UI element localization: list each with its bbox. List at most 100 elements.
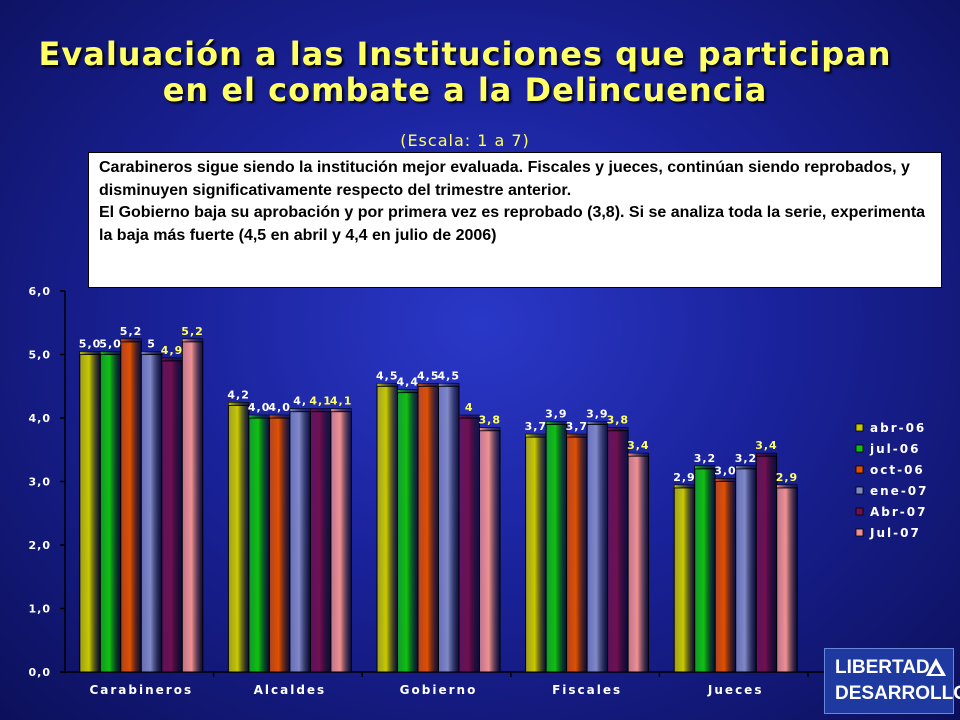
data-label: 3,9 <box>545 407 568 420</box>
bar-ene-07-Carabineros <box>140 354 163 673</box>
x-category-label: Alcaldes <box>254 683 327 697</box>
legend-label: oct-06 <box>870 463 925 477</box>
libertad-desarrollo-logo: LIBERTAD DESARROLLO <box>824 648 960 714</box>
legend-label: ene-07 <box>870 484 929 498</box>
data-label: 4 <box>465 401 474 414</box>
commentary-box: Carabineros sigue siendo la institución … <box>88 152 942 288</box>
bar-Abr-07-Carabineros <box>161 360 183 673</box>
bar-cap <box>330 408 352 412</box>
legend-swatch <box>855 423 864 432</box>
chart-data-labels: 5,05,05,25 4,95,24,24,04,0 4, 4,14,14,54,44… <box>79 325 799 484</box>
bar-Abr-07-Jueces <box>755 455 778 673</box>
data-label: 5 <box>147 338 156 351</box>
commentary-paragraph-2: El Gobierno baja su aprobación y por pri… <box>99 204 926 244</box>
data-label: 3,9 <box>586 407 609 420</box>
bar-Jul-07-Carabineros <box>181 341 204 673</box>
bar-cap <box>525 433 547 438</box>
bar-cap <box>289 408 311 412</box>
y-tick-label: 4,0 <box>29 412 52 425</box>
data-label: 3,2 <box>694 452 717 465</box>
data-label: 4,5 <box>376 369 399 382</box>
title-line-2: en el combate a la Delincuencia <box>162 71 768 109</box>
data-label: 4,1 <box>309 395 332 408</box>
bar-abr-06-Gobierno <box>376 385 398 673</box>
bar-cap <box>673 484 696 489</box>
data-label: 3,8 <box>479 414 502 427</box>
data-label: 3,8 <box>607 414 630 427</box>
legend-label: abr-06 <box>870 421 926 435</box>
bar-cap <box>755 452 778 457</box>
y-tick-label: 0,0 <box>29 666 52 679</box>
bar-Jul-07-Jueces <box>776 487 798 673</box>
logo-triangle-icon <box>926 658 946 676</box>
bar-jul-06-Carabineros <box>99 354 122 673</box>
x-category-label: Gobierno <box>400 683 478 697</box>
data-label: 5,0 <box>79 338 102 351</box>
bar-jul-06-Jueces <box>694 468 716 673</box>
data-label: 3,0 <box>714 465 737 478</box>
data-label: 2,9 <box>776 471 799 484</box>
data-label: 2,9 <box>673 471 696 484</box>
data-label: 3,7 <box>566 420 589 433</box>
bar-cap <box>182 338 204 343</box>
data-label: 5,2 <box>120 325 143 338</box>
bar-oct-06-Gobierno <box>417 385 439 673</box>
commentary-paragraph-1: Carabineros sigue siendo la institución … <box>99 159 910 199</box>
legend-label: jul-06 <box>869 442 920 456</box>
bar-cap <box>120 338 142 343</box>
data-label: 4,0 <box>268 401 291 414</box>
chart-axes: 0,0 1,0 2,0 3,0 4,0 5,0 6,0 Carabineros Alcaldes… <box>29 285 828 697</box>
legend-swatch <box>855 444 864 453</box>
data-label: 4,0 <box>248 401 271 414</box>
bar-Abr-07-Alcaldes <box>309 411 332 673</box>
data-label: 5,0 <box>99 338 122 351</box>
bar-cap <box>161 357 183 362</box>
y-tick-label: 2,0 <box>29 539 52 552</box>
bar-cap <box>545 421 567 425</box>
data-label: 4,2 <box>227 388 250 401</box>
bar-ene-07-Jueces <box>735 468 757 673</box>
bar-cap <box>586 421 608 425</box>
bar-abr-06-Alcaldes <box>227 404 250 673</box>
page-title: Evaluación a las Instituciones que parti… <box>0 36 930 108</box>
bar-cap <box>79 351 101 355</box>
bar-cap <box>458 414 480 419</box>
data-label: 4,4 <box>397 376 420 389</box>
bar-cap <box>376 382 398 387</box>
y-tick-label: 1,0 <box>29 603 52 616</box>
bar-cap <box>776 484 798 489</box>
bar-cap <box>100 351 122 355</box>
bar-abr-06-Jueces <box>673 487 696 673</box>
bar-Jul-07-Gobierno <box>479 430 501 673</box>
data-label: 4,1 <box>330 395 353 408</box>
bar-cap <box>438 382 460 387</box>
legend-swatch <box>855 465 864 474</box>
data-label: 4,9 <box>161 344 184 357</box>
bar-cap <box>228 401 250 406</box>
y-tick-label: 5,0 <box>29 349 52 362</box>
title-line-1: Evaluación a las Instituciones que parti… <box>38 35 892 73</box>
bar-Abr-07-Fiscales <box>607 430 629 673</box>
data-label: 3,4 <box>627 439 650 452</box>
data-label: 4, <box>293 395 307 408</box>
chart-subtitle: (Escala: 1 a 7) <box>400 131 530 150</box>
bar-Jul-07-Alcaldes <box>330 411 352 673</box>
bar-jul-06-Alcaldes <box>248 417 270 673</box>
chart-bars <box>79 338 798 673</box>
bar-cap <box>141 351 163 355</box>
y-tick-label: 3,0 <box>29 476 52 489</box>
bar-cap <box>417 382 439 387</box>
data-label: 3,2 <box>735 452 758 465</box>
bar-oct-06-Carabineros <box>120 341 142 673</box>
bar-abr-06-Fiscales <box>525 436 547 673</box>
data-label: 5,2 <box>181 325 204 338</box>
logo-line-1: LIBERTAD <box>835 657 930 678</box>
bar-cap <box>248 414 270 419</box>
bar-cap <box>269 414 291 419</box>
bar-abr-06-Carabineros <box>79 354 101 673</box>
data-label: 3,4 <box>755 439 778 452</box>
legend-label: Abr-07 <box>870 505 927 519</box>
x-category-label: Jueces <box>707 683 764 697</box>
bar-cap <box>714 478 737 482</box>
